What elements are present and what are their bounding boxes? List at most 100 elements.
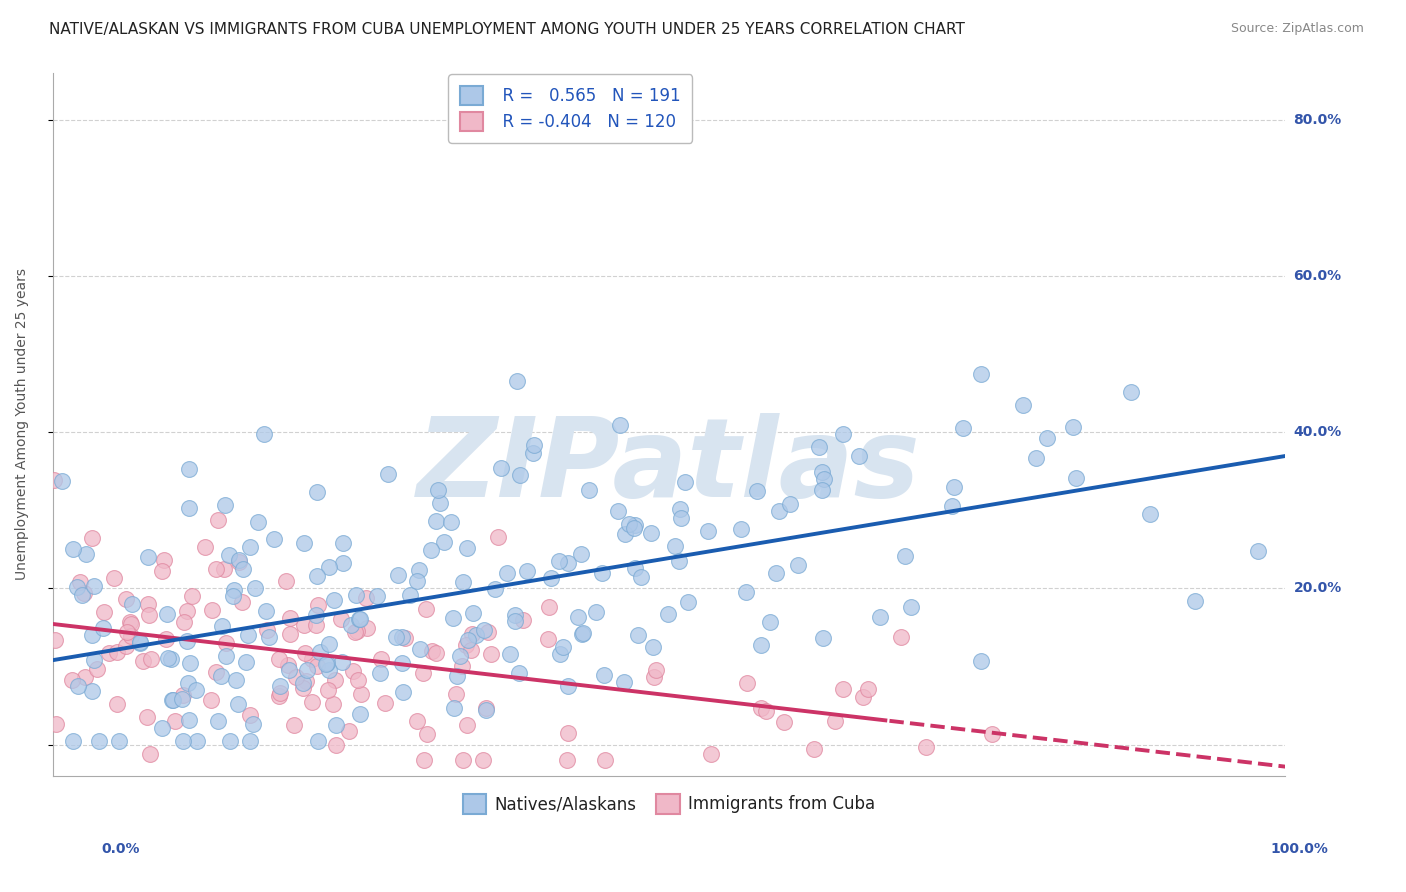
Point: [578, 483, 600, 498]
Point: [429, 495, 451, 509]
Point: [735, 585, 758, 599]
Point: [557, 556, 579, 570]
Point: [344, 589, 367, 603]
Point: [443, 701, 465, 715]
Point: [456, 718, 478, 732]
Point: [103, 571, 125, 585]
Point: [69, 574, 91, 589]
Point: [60, 673, 83, 687]
Point: [506, 374, 529, 388]
Point: [453, 753, 475, 767]
Point: [630, 570, 652, 584]
Point: [471, 753, 494, 767]
Point: [247, 515, 270, 529]
Point: [91, 621, 114, 635]
Point: [869, 610, 891, 624]
Point: [755, 705, 778, 719]
Point: [613, 674, 636, 689]
Point: [73, 586, 96, 600]
Point: [941, 500, 963, 514]
Point: [851, 690, 873, 704]
Point: [309, 645, 332, 659]
Point: [209, 669, 232, 683]
Point: [509, 468, 531, 483]
Point: [242, 717, 264, 731]
Point: [768, 504, 790, 518]
Point: [225, 673, 247, 688]
Point: [253, 427, 276, 442]
Point: [405, 574, 427, 588]
Point: [108, 733, 131, 747]
Point: [201, 603, 224, 617]
Point: [749, 701, 772, 715]
Point: [136, 710, 159, 724]
Point: [370, 665, 392, 680]
Point: [391, 656, 413, 670]
Point: [254, 604, 277, 618]
Point: [969, 653, 991, 667]
Point: [970, 368, 993, 382]
Point: [211, 619, 233, 633]
Point: [269, 689, 291, 703]
Point: [571, 627, 593, 641]
Point: [215, 636, 238, 650]
Point: [83, 579, 105, 593]
Point: [1184, 594, 1206, 608]
Point: [160, 693, 183, 707]
Point: [80, 684, 103, 698]
Point: [162, 693, 184, 707]
Point: [221, 590, 243, 604]
Point: [377, 467, 399, 481]
Point: [232, 561, 254, 575]
Point: [322, 593, 344, 607]
Point: [150, 721, 173, 735]
Point: [413, 753, 436, 767]
Point: [627, 628, 650, 642]
Point: [176, 634, 198, 648]
Point: [159, 652, 181, 666]
Point: [537, 599, 560, 614]
Point: [387, 568, 409, 582]
Text: Source: ZipAtlas.com: Source: ZipAtlas.com: [1230, 22, 1364, 36]
Point: [900, 599, 922, 614]
Point: [591, 566, 613, 580]
Point: [156, 607, 179, 621]
Point: [569, 547, 592, 561]
Point: [499, 648, 522, 662]
Point: [479, 647, 502, 661]
Point: [325, 738, 347, 752]
Point: [194, 541, 217, 555]
Point: [330, 612, 353, 626]
Point: [218, 548, 240, 562]
Point: [72, 588, 94, 602]
Point: [62, 542, 84, 557]
Point: [179, 714, 201, 728]
Point: [522, 446, 544, 460]
Point: [45, 716, 67, 731]
Point: [292, 536, 315, 550]
Point: [593, 753, 616, 767]
Point: [640, 526, 662, 541]
Point: [186, 733, 208, 747]
Point: [619, 517, 641, 532]
Point: [339, 618, 361, 632]
Point: [1064, 470, 1087, 484]
Point: [342, 665, 364, 679]
Point: [120, 615, 142, 629]
Point: [257, 630, 280, 644]
Point: [316, 683, 339, 698]
Point: [323, 673, 346, 687]
Point: [609, 417, 631, 432]
Point: [82, 531, 104, 545]
Point: [943, 480, 966, 494]
Point: [415, 601, 437, 615]
Point: [613, 527, 636, 541]
Point: [212, 561, 235, 575]
Point: [810, 483, 832, 497]
Point: [349, 612, 371, 626]
Point: [93, 605, 115, 619]
Point: [186, 683, 208, 698]
Point: [205, 665, 228, 679]
Text: 20.0%: 20.0%: [1294, 582, 1341, 596]
Point: [343, 625, 366, 640]
